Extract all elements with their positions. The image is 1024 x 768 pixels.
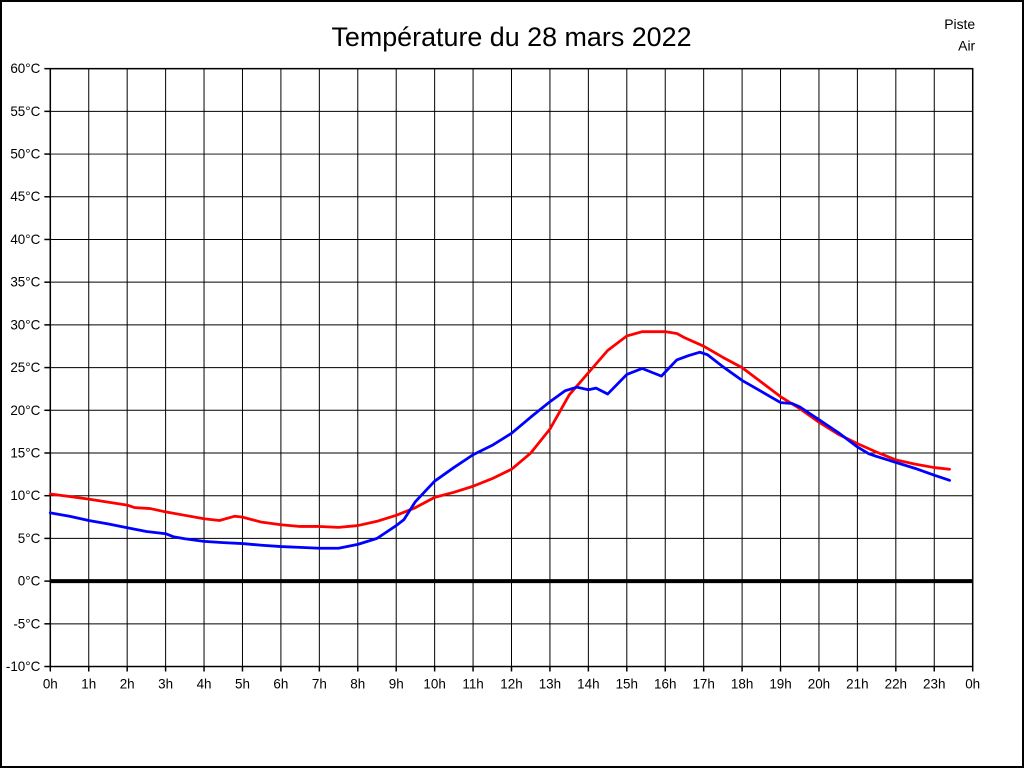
- x-tick-label: 0h: [965, 676, 980, 691]
- x-tick-label: 0h: [43, 676, 58, 691]
- x-tick-label: 8h: [350, 676, 365, 691]
- x-tick-label: 15h: [616, 676, 638, 691]
- y-tick-label: -10°C: [6, 659, 41, 674]
- x-tick-label: 23h: [923, 676, 945, 691]
- x-tick-label: 7h: [312, 676, 327, 691]
- x-tick-label: 6h: [273, 676, 288, 691]
- x-tick-label: 1h: [81, 676, 96, 691]
- y-tick-label: 45°C: [10, 189, 40, 204]
- legend-label-piste: Piste: [944, 16, 975, 32]
- x-tick-label: 18h: [731, 676, 753, 691]
- y-tick-label: 0°C: [18, 574, 41, 589]
- axes-layer: [44, 67, 974, 672]
- x-tick-label: 21h: [846, 676, 868, 691]
- y-tick-label: 5°C: [18, 531, 41, 546]
- x-tick-label: 10h: [423, 676, 445, 691]
- x-tick-label: 22h: [885, 676, 907, 691]
- y-tick-label: -5°C: [13, 616, 40, 631]
- y-tick-label: 30°C: [10, 317, 40, 332]
- y-tick-label: 55°C: [10, 104, 40, 119]
- x-tick-label: 17h: [692, 676, 714, 691]
- x-tick-label: 13h: [539, 676, 561, 691]
- x-tick-label: 3h: [158, 676, 173, 691]
- y-tick-label: 15°C: [10, 445, 40, 460]
- series-layer: [48, 330, 951, 550]
- x-tick-label: 20h: [808, 676, 830, 691]
- x-tick-label: 4h: [197, 676, 212, 691]
- x-tick-label: 19h: [769, 676, 791, 691]
- grid-layer: [49, 68, 974, 668]
- x-tick-label: 16h: [654, 676, 676, 691]
- x-tick-label: 9h: [389, 676, 404, 691]
- y-tick-label: 35°C: [10, 275, 40, 290]
- x-tick-label: 5h: [235, 676, 250, 691]
- y-tick-label: 20°C: [10, 403, 40, 418]
- x-tick-label: 11h: [462, 676, 483, 691]
- axis-labels-layer: 0h 1h 2h 3h 4h 5h 6h 7h 8h 9h 10h 11h 12h 13h 14h 15h 16…: [6, 61, 980, 691]
- chart-title: Température du 28 mars 2022: [331, 22, 691, 52]
- series-line-air: [48, 350, 951, 550]
- x-tick-label: 2h: [120, 676, 135, 691]
- plot-frame: [49, 67, 974, 668]
- x-tick-label: 12h: [500, 676, 522, 691]
- y-tick-label: 50°C: [10, 147, 40, 162]
- series-line-piste: [48, 330, 951, 529]
- legend-label-air: Air: [958, 38, 975, 54]
- y-tick-label: 40°C: [10, 232, 40, 247]
- y-tick-label: 60°C: [10, 61, 40, 76]
- x-tick-label: 14h: [577, 676, 599, 691]
- y-tick-label: 25°C: [10, 360, 40, 375]
- y-tick-label: 10°C: [10, 488, 40, 503]
